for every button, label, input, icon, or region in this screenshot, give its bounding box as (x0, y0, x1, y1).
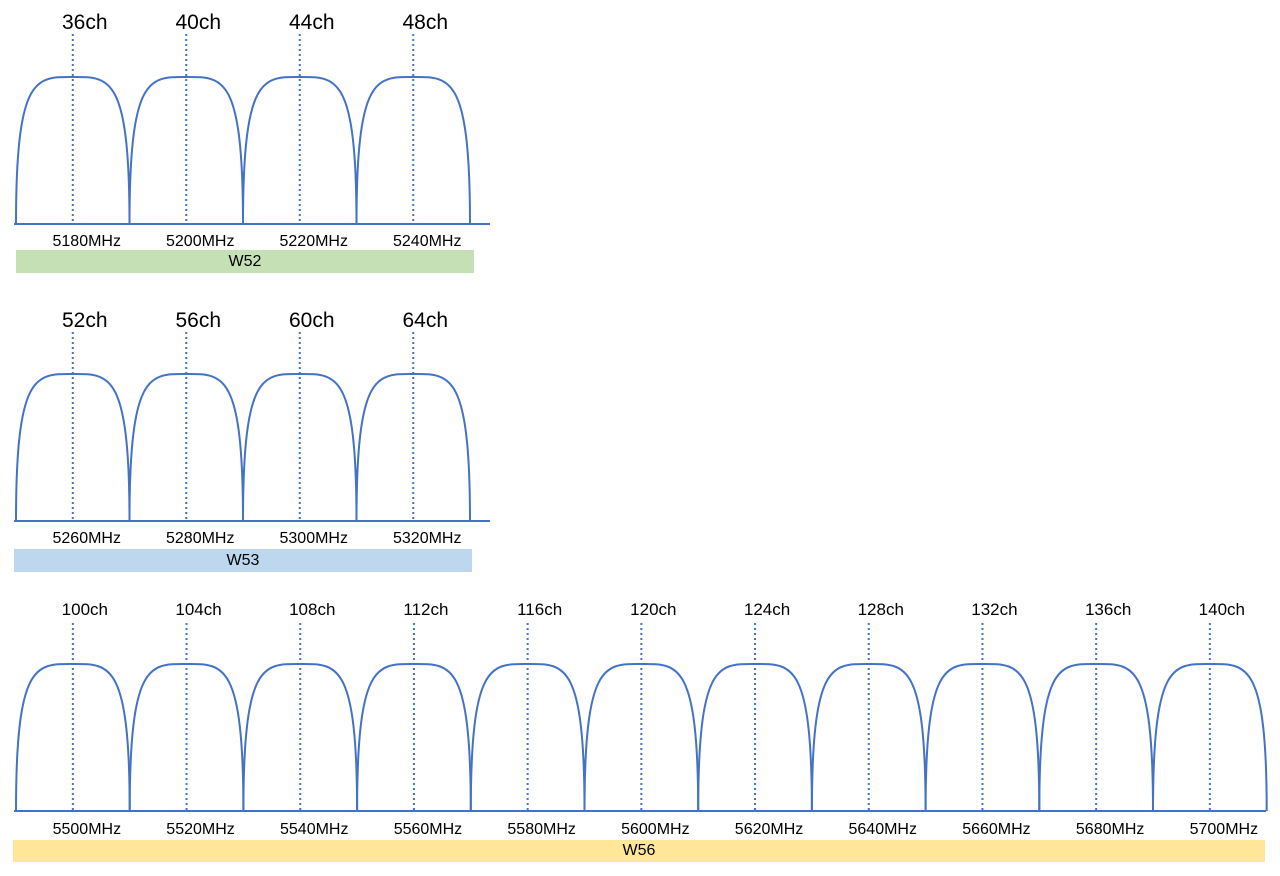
frequency-label: 5680MHz (1075, 821, 1145, 838)
frequency-label: 5660MHz (962, 821, 1031, 838)
band-bar-w56: W56 (13, 840, 1265, 862)
frequency-label: 5640MHz (848, 821, 917, 838)
channel-curve-40ch (128, 75, 244, 225)
channel-label: 100ch (61, 600, 109, 619)
channel-label: 52ch (61, 309, 108, 332)
frequency-label: 5540MHz (280, 821, 349, 838)
channel-label: 124ch (743, 600, 791, 619)
channel-label: 60ch (288, 309, 335, 332)
channel-label: 128ch (857, 600, 904, 619)
channel-label: 116ch (517, 600, 563, 619)
frequency-label: 5620MHz (734, 821, 804, 838)
frequency-label: 5520MHz (166, 821, 235, 838)
frequency-label: 5200MHz (166, 233, 235, 250)
frequency-label: 5500MHz (52, 821, 122, 838)
frequency-label: 5280MHz (166, 530, 235, 547)
band-bar-w52: W52 (16, 250, 474, 273)
channel-label: 104ch (175, 600, 222, 619)
frequency-label: 5240MHz (393, 233, 462, 250)
frequency-label: 5580MHz (507, 821, 576, 838)
frequency-label: 5300MHz (279, 530, 348, 547)
channel-label: 44ch (288, 11, 335, 34)
frequency-label: 5600MHz (621, 821, 690, 838)
channel-label: 112ch (403, 600, 449, 619)
channel-label: 120ch (630, 600, 677, 619)
frequency-label: 5560MHz (393, 821, 463, 838)
channel-curve-36ch (15, 75, 131, 225)
frequency-label: 5320MHz (393, 530, 462, 547)
channel-label: 132ch (971, 600, 1018, 619)
channel-label: 136ch (1084, 600, 1132, 619)
frequency-label: 5700MHz (1189, 821, 1259, 838)
channel-label: 40ch (175, 11, 222, 34)
channel-label: 64ch (402, 309, 449, 332)
frequency-label: 5220MHz (279, 233, 348, 250)
frequency-label: 5180MHz (52, 233, 121, 250)
channel-curve-48ch (355, 75, 471, 225)
channel-label: 140ch (1198, 600, 1246, 619)
channel-curve-44ch (242, 75, 358, 225)
channel-label: 48ch (402, 11, 449, 34)
channel-label: 56ch (175, 309, 222, 332)
channel-label: 108ch (289, 600, 336, 619)
frequency-label: 5260MHz (52, 530, 121, 547)
band-bar-w53: W53 (14, 549, 472, 572)
channel-label: 36ch (61, 11, 108, 34)
